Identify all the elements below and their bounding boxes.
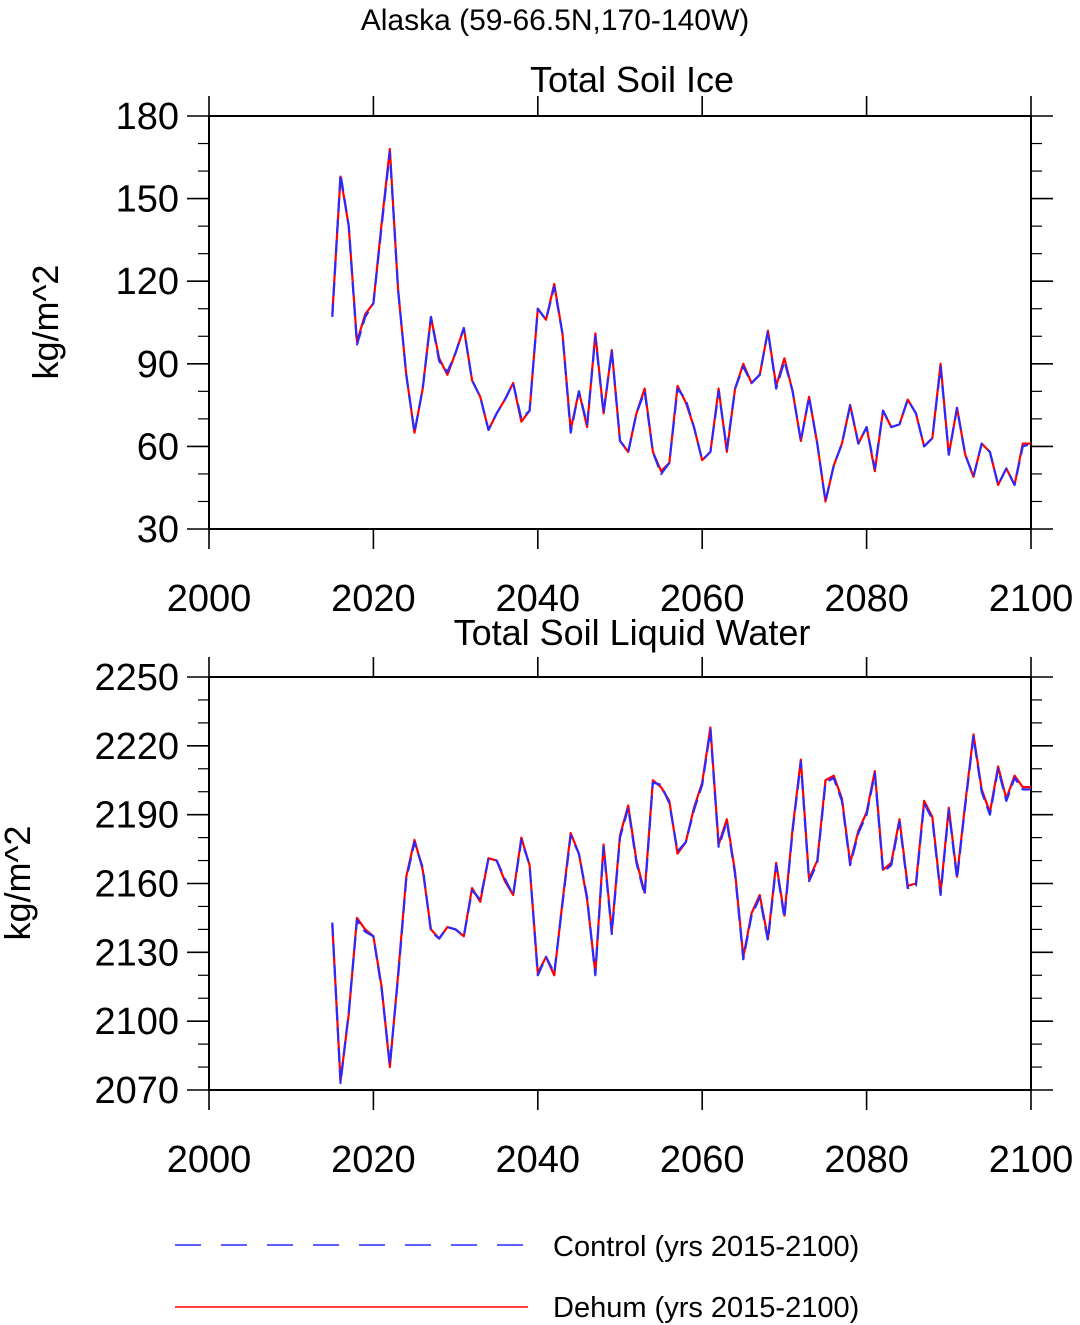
- x-tick-label-2080: 2080: [824, 578, 909, 620]
- series-line-dehum-yrs-2015-2100: [331, 147, 1031, 503]
- series-line-dehum-yrs-2015-2100: [331, 726, 1031, 1082]
- legend-label-dehum: Dehum (yrs 2015-2100): [553, 1292, 859, 1324]
- x-tick-label-2020: 2020: [331, 578, 416, 620]
- y-tick-label-90: 90: [137, 344, 179, 386]
- y-axis-label: kg/m^2: [25, 265, 66, 380]
- y-tick-label-150: 150: [116, 179, 179, 221]
- panel-total-soil-liquid-water: Total Soil Liquid Water kg/m^2 2000 2020 204…: [0, 612, 1073, 1181]
- y-tick-label-30: 30: [137, 509, 179, 551]
- panel-total-soil-ice: Total Soil Ice kg/m^2 2000 2020 2040 2060 2080…: [25, 59, 1073, 620]
- x-tick-label-2020: 2020: [331, 1139, 416, 1181]
- x-tick-label-2000: 2000: [167, 578, 252, 620]
- series-line-control-yrs-2015-2100: [331, 150, 1032, 503]
- plot-frame: [208, 115, 1032, 530]
- y-tick-label-2190: 2190: [94, 795, 179, 837]
- y-tick-label-2130: 2130: [94, 932, 179, 974]
- y-tick-label-2220: 2220: [94, 726, 179, 768]
- chart-title: Total Soil Ice: [530, 59, 734, 100]
- x-tick-label-2100: 2100: [989, 578, 1074, 620]
- y-tick-label-2070: 2070: [94, 1070, 179, 1112]
- y-tick-label-2250: 2250: [94, 657, 179, 699]
- y-tick-label-60: 60: [137, 426, 179, 468]
- figure-suptitle: Alaska (59-66.5N,170-140W): [361, 4, 750, 37]
- y-tick-label-2100: 2100: [94, 1001, 179, 1043]
- y-axis-label: kg/m^2: [0, 826, 38, 941]
- y-tick-label-180: 180: [116, 96, 179, 138]
- y-tick-label-120: 120: [116, 261, 179, 303]
- x-tick-label-2100: 2100: [989, 1139, 1074, 1181]
- y-tick-label-2160: 2160: [94, 864, 179, 906]
- x-tick-label-2040: 2040: [496, 578, 581, 620]
- series-line-control-yrs-2015-2100: [331, 728, 1031, 1085]
- x-tick-label-2060: 2060: [660, 578, 745, 620]
- legend: Control (yrs 2015-2100) Dehum (yrs 2015-…: [175, 1231, 859, 1324]
- x-tick-label-2040: 2040: [496, 1139, 581, 1181]
- x-tick-label-2060: 2060: [660, 1139, 745, 1181]
- x-tick-label-2000: 2000: [167, 1139, 252, 1181]
- chart-title: Total Soil Liquid Water: [454, 612, 811, 653]
- legend-label-control: Control (yrs 2015-2100): [553, 1231, 859, 1263]
- x-tick-label-2080: 2080: [824, 1139, 909, 1181]
